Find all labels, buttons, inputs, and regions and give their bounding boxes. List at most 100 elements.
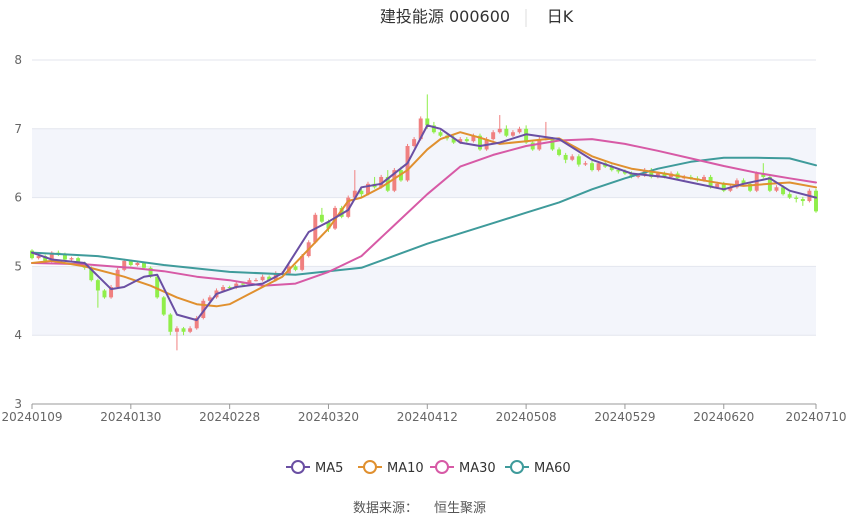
candle-body [748,183,753,191]
candle-body [346,197,351,217]
candle-down[interactable] [504,125,509,138]
candle-body [761,173,766,177]
candle-up[interactable] [497,115,502,134]
candle-up[interactable] [412,137,417,148]
candle-down[interactable] [590,161,594,172]
data-source-footer: 数据来源： 恒生聚源 [353,501,486,516]
candle-body [339,207,344,217]
ma30-line[interactable] [31,138,817,287]
candle-down[interactable] [438,130,443,138]
x-tick-label: 20240710 [785,410,846,424]
ma5-line[interactable] [31,124,817,322]
candle-body [471,135,476,142]
candle-body [458,139,463,143]
candle-body [451,138,456,143]
candle-up[interactable] [734,178,739,189]
candle-up[interactable] [392,168,397,193]
candle-body [774,187,779,191]
x-tick-label: 20240620 [693,410,754,424]
legend-item-ma5[interactable]: MA5 [286,460,343,476]
candle-body [464,139,469,142]
candle-up[interactable] [174,326,179,351]
candle-down[interactable] [794,195,799,203]
candle-down[interactable] [814,188,818,213]
x-tick-label: 20240130 [100,410,161,424]
candle-body [734,180,739,188]
candle-up[interactable] [346,195,351,219]
candle-down[interactable] [576,154,581,167]
candle-up[interactable] [728,185,733,193]
candle-down[interactable] [787,192,792,199]
candle-down[interactable] [478,133,482,151]
candle-body [267,276,272,281]
y-tick-label: 7 [14,122,22,136]
candle-down[interactable] [563,152,568,164]
candle-down[interactable] [319,207,324,224]
candle-body [814,190,818,212]
candle-down[interactable] [155,275,160,299]
candle-up[interactable] [260,274,265,282]
candle-down[interactable] [464,137,469,143]
candle-up[interactable] [69,256,74,261]
candle-down[interactable] [30,249,34,260]
candle-down[interactable] [181,326,186,336]
ma60-line[interactable] [31,156,817,276]
candle-up[interactable] [194,315,199,330]
legend-marker [291,460,305,474]
candle-up[interactable] [583,161,588,166]
candle-up[interactable] [352,170,357,199]
candle-down[interactable] [761,163,766,179]
candle-body [102,290,107,298]
candle-down[interactable] [359,188,364,198]
candle-down[interactable] [95,278,100,308]
candle-body [234,283,239,288]
candle-body [247,280,252,285]
candle-body [636,175,641,177]
candle-body [221,287,226,291]
legend-item-ma30[interactable]: MA30 [430,460,496,476]
period-label[interactable]: 日K [547,7,574,26]
legend-item-ma10[interactable]: MA10 [358,460,424,476]
candle-up[interactable] [510,130,515,138]
plot-band [32,128,816,198]
candle-body [438,132,443,136]
candle-up[interactable] [115,267,120,289]
candle-down[interactable] [168,313,173,336]
legend-label: MA60 [534,461,571,476]
candle-down[interactable] [339,205,344,219]
candle-body [319,214,324,222]
candle-down[interactable] [102,289,107,299]
candle-body [207,297,212,301]
candle-up[interactable] [201,298,206,320]
candle-up[interactable] [491,130,496,141]
candle-body [43,256,48,261]
x-tick-label: 20240228 [199,410,260,424]
legend-marker [363,460,377,474]
candle-down[interactable] [800,196,805,206]
candles [30,94,818,351]
candle-down[interactable] [748,181,753,193]
source-label: 数据来源： [353,501,418,516]
candle-up[interactable] [570,154,575,162]
legend-item-ma60[interactable]: MA60 [505,460,571,476]
ma10-line[interactable] [31,131,817,308]
candle-up[interactable] [122,258,127,272]
candle-up[interactable] [109,284,114,299]
candle-down[interactable] [425,94,430,129]
grid-lines [32,59,816,405]
candle-body [30,250,34,259]
candle-up[interactable] [254,278,258,282]
candle-body [629,173,634,177]
candle-body [491,132,496,140]
candle-body [122,260,127,270]
candle-down[interactable] [557,147,562,157]
candle-body [583,163,588,165]
candle-body [254,280,258,282]
candle-down[interactable] [293,265,298,272]
candle-up[interactable] [188,326,193,334]
candle-up[interactable] [774,185,779,193]
candle-up[interactable] [517,126,522,134]
candle-down[interactable] [161,295,166,316]
candle-body [596,163,601,171]
y-tick-label: 4 [14,328,22,342]
